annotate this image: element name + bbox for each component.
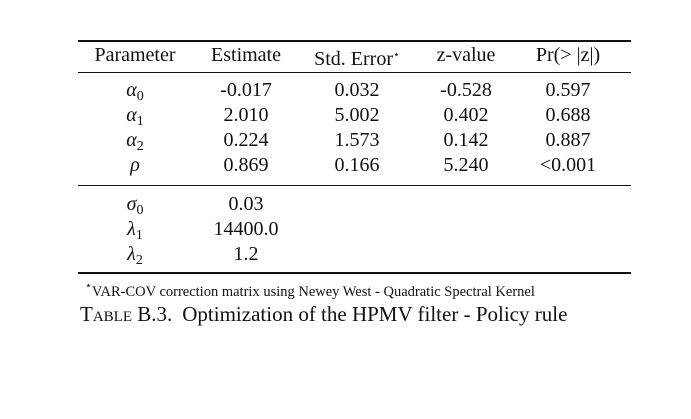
param-cell: λ2 bbox=[127, 242, 143, 273]
cell-text: 5.002 bbox=[334, 104, 380, 126]
param-subscript: 1 bbox=[135, 228, 143, 243]
param-cell: α0 bbox=[126, 78, 144, 109]
header-rule bbox=[78, 72, 631, 73]
cell-text: 0.597 bbox=[545, 79, 591, 101]
cell-text: 5.240 bbox=[443, 154, 489, 176]
value-cell: 0.03 bbox=[229, 192, 264, 216]
value-cell: 5.002 bbox=[335, 103, 380, 127]
value-cell: <0.001 bbox=[540, 153, 596, 177]
header-cell: Pr(> |z|) bbox=[536, 43, 600, 67]
cell-text: -0.017 bbox=[220, 79, 272, 101]
cell-text: 14400.0 bbox=[213, 218, 279, 240]
cell-text: 0.032 bbox=[334, 79, 380, 101]
cell-text: 0.03 bbox=[228, 193, 264, 215]
param-cell: ρ bbox=[130, 153, 140, 177]
caption-text: Optimization of the HPMV filter - Policy… bbox=[182, 302, 568, 326]
value-cell: -0.528 bbox=[440, 78, 492, 102]
cell-text: 0.869 bbox=[223, 154, 269, 176]
value-cell: -0.017 bbox=[220, 78, 272, 102]
caption: Table B.3. Optimization of the HPMV filte… bbox=[80, 302, 567, 327]
value-cell: 0.032 bbox=[335, 78, 380, 102]
header-text: Parameter bbox=[94, 44, 176, 66]
header-text: z-value bbox=[436, 44, 496, 66]
cell-text: 0.887 bbox=[545, 129, 591, 151]
cell-text: 1.2 bbox=[233, 243, 259, 265]
value-cell: 14400.0 bbox=[214, 217, 279, 241]
cell-text: 0.224 bbox=[223, 129, 269, 151]
cell-text: 0.166 bbox=[334, 154, 380, 176]
header-cell: Parameter bbox=[94, 43, 175, 67]
mid-rule bbox=[78, 185, 631, 186]
param-symbol: σ bbox=[126, 193, 137, 215]
cell-text: 2.010 bbox=[223, 104, 269, 126]
value-cell: 0.224 bbox=[224, 128, 269, 152]
value-cell: 0.688 bbox=[546, 103, 591, 127]
param-symbol: λ bbox=[127, 243, 136, 265]
value-cell: 1.2 bbox=[234, 242, 259, 266]
param-symbol: α bbox=[126, 79, 137, 101]
param-symbol: λ bbox=[127, 218, 136, 240]
value-cell: 0.402 bbox=[444, 103, 489, 127]
param-subscript: 0 bbox=[136, 89, 144, 104]
footnote: ⋆VAR-COV correction matrix using Newey W… bbox=[85, 279, 535, 301]
header-mark: ⋆ bbox=[393, 49, 400, 61]
footnote-mark: ⋆ bbox=[85, 280, 92, 292]
value-cell: 0.142 bbox=[444, 128, 489, 152]
header-cell: z-value bbox=[437, 43, 496, 67]
cell-text: <0.001 bbox=[539, 154, 597, 176]
param-cell: σ0 bbox=[127, 192, 144, 223]
param-cell: α2 bbox=[126, 128, 144, 159]
param-subscript: 0 bbox=[136, 203, 144, 218]
param-symbol: ρ bbox=[130, 154, 140, 176]
param-subscript: 2 bbox=[135, 253, 143, 268]
value-cell: 2.010 bbox=[224, 103, 269, 127]
value-cell: 1.573 bbox=[335, 128, 380, 152]
cell-text: 0.688 bbox=[545, 104, 591, 126]
value-cell: 0.869 bbox=[224, 153, 269, 177]
param-symbol: α bbox=[126, 129, 137, 151]
param-cell: λ1 bbox=[127, 217, 143, 248]
value-cell: 0.887 bbox=[546, 128, 591, 152]
header-text: Estimate bbox=[211, 44, 281, 66]
param-subscript: 2 bbox=[136, 139, 144, 154]
cell-text: 0.402 bbox=[443, 104, 489, 126]
header-text: Pr(> |z|) bbox=[535, 44, 601, 66]
header-cell: Std. Error⋆ bbox=[314, 43, 400, 71]
caption-label: Table B.3. bbox=[80, 302, 173, 326]
value-cell: 5.240 bbox=[444, 153, 489, 177]
param-subscript: 1 bbox=[136, 114, 144, 129]
header-cell: Estimate bbox=[211, 43, 281, 67]
cell-text: 0.142 bbox=[443, 129, 489, 151]
cell-text: -0.528 bbox=[440, 79, 492, 101]
value-cell: 0.597 bbox=[546, 78, 591, 102]
param-symbol: α bbox=[126, 104, 137, 126]
footnote-text: VAR-COV correction matrix using Newey We… bbox=[91, 284, 535, 300]
bottom-rule bbox=[78, 272, 631, 274]
cell-text: 1.573 bbox=[334, 129, 380, 151]
param-cell: α1 bbox=[126, 103, 144, 134]
value-cell: 0.166 bbox=[335, 153, 380, 177]
header-text: Std. Error bbox=[314, 48, 393, 70]
top-rule bbox=[78, 40, 631, 42]
